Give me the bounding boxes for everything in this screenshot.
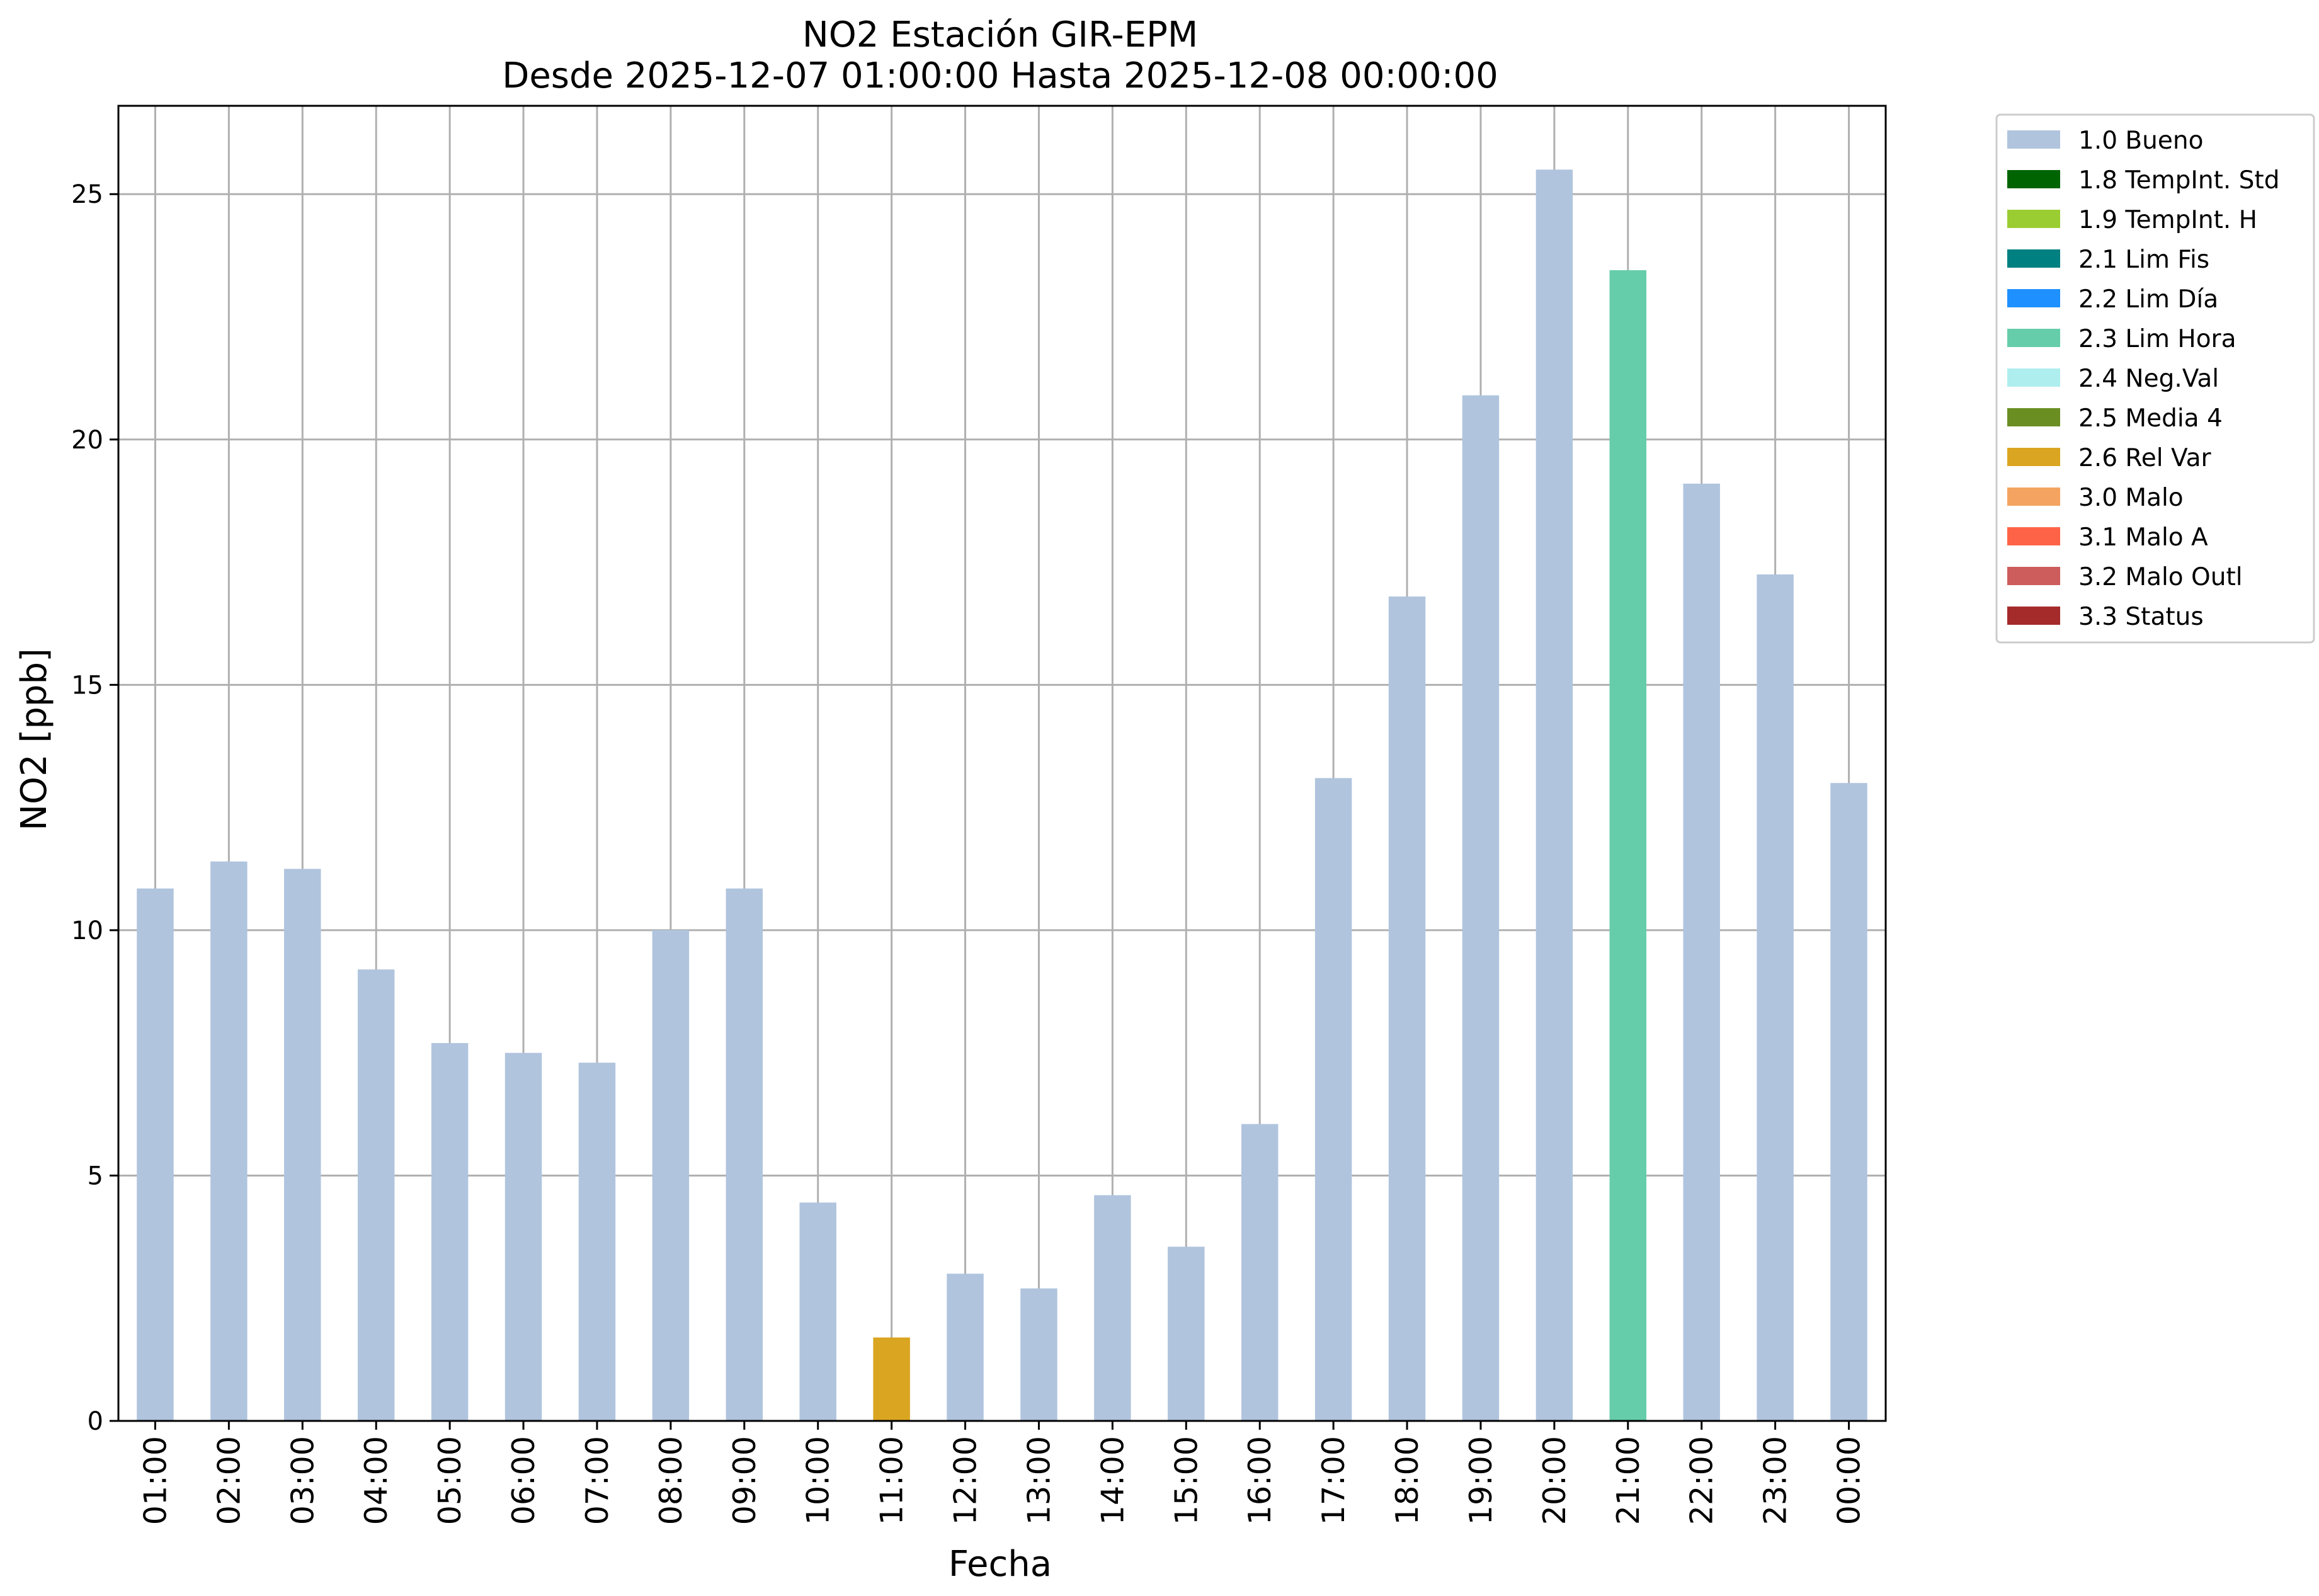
- legend-swatch: [2007, 527, 2060, 545]
- x-tick-label: 10:00: [801, 1436, 836, 1525]
- legend-swatch: [2007, 448, 2060, 466]
- legend-label: 3.3 Status: [2078, 603, 2204, 631]
- legend-label: 2.5 Media 4: [2078, 404, 2223, 433]
- bar-1700: [1314, 778, 1352, 1421]
- x-tick-label: 18:00: [1389, 1436, 1425, 1525]
- bar-1900: [1462, 395, 1500, 1421]
- legend-label: 2.3 Lim Hora: [2078, 325, 2236, 353]
- x-tick-label: 19:00: [1463, 1436, 1499, 1525]
- bar-0400: [357, 969, 395, 1421]
- x-tick-label: 05:00: [432, 1436, 468, 1525]
- bar-2200: [1683, 483, 1720, 1422]
- x-tick-label: 17:00: [1316, 1436, 1352, 1525]
- x-tick-label: 16:00: [1242, 1436, 1278, 1525]
- legend-label: 2.1 Lim Fis: [2078, 246, 2209, 274]
- x-tick-label: 08:00: [653, 1436, 689, 1525]
- legend-label: 3.0 Malo: [2078, 484, 2184, 512]
- plot-frame: [117, 105, 1887, 1422]
- x-tick-label: 07:00: [579, 1436, 615, 1525]
- chart-title: NO2 Estación GIR-EPM: [802, 14, 1198, 55]
- bar-0300: [284, 869, 321, 1421]
- bar-2300: [1757, 574, 1794, 1421]
- x-tick-label: 20:00: [1537, 1436, 1573, 1525]
- legend-swatch: [2007, 130, 2060, 149]
- bar-1800: [1388, 596, 1426, 1421]
- bar-1600: [1241, 1124, 1279, 1421]
- legend: 1.0 Bueno 1.8 TempInt. Std 1.9 TempInt. H 2…: [1995, 113, 2315, 644]
- bar-0200: [210, 861, 248, 1421]
- legend-label: 1.0 Bueno: [2078, 127, 2203, 155]
- y-tick-label: 15: [71, 671, 103, 700]
- x-tick-label: 22:00: [1684, 1436, 1720, 1525]
- legend-label: 3.1 Malo A: [2078, 523, 2208, 552]
- x-tick-label: 12:00: [948, 1436, 984, 1525]
- bar-0000: [1830, 783, 1867, 1421]
- x-tick-label: 02:00: [211, 1436, 247, 1525]
- y-tick-label: 0: [88, 1407, 103, 1436]
- x-axis-ticks: 01:00 02:00 03:00 04:00 05:00 06:00 07:00 08:00…: [137, 1421, 1867, 1525]
- legend-label: 2.4 Neg.Val: [2078, 365, 2219, 393]
- bars: [137, 169, 1867, 1422]
- bar-0500: [431, 1043, 469, 1421]
- legend-label: 3.2 Malo Outl: [2078, 563, 2243, 591]
- x-tick-label: 13:00: [1021, 1436, 1057, 1525]
- x-tick-label: 14:00: [1095, 1436, 1131, 1525]
- y-tick-label: 25: [71, 180, 103, 209]
- bar-1000: [799, 1202, 836, 1421]
- x-tick-label: 04:00: [358, 1436, 394, 1525]
- legend-label: 2.2 Lim Día: [2078, 285, 2218, 314]
- x-tick-label: 21:00: [1610, 1436, 1646, 1525]
- bar-1100: [873, 1337, 910, 1421]
- legend-label: 2.6 Rel Var: [2078, 444, 2212, 472]
- legend-swatch: [2007, 368, 2060, 387]
- y-tick-label: 20: [71, 426, 103, 455]
- bar-0700: [578, 1063, 616, 1421]
- y-axis-ticks: 0 5 10 15 20 25: [71, 180, 118, 1436]
- legend-swatch: [2007, 487, 2060, 506]
- legend-box: [1995, 113, 2315, 644]
- x-tick-label: 09:00: [727, 1436, 763, 1525]
- y-axis-label: NO2 [ppb]: [14, 648, 55, 831]
- x-tick-label: 01:00: [137, 1436, 173, 1525]
- legend-swatch: [2007, 329, 2060, 347]
- bar-1300: [1020, 1288, 1057, 1421]
- legend-swatch: [2007, 607, 2060, 625]
- y-tick-label: 10: [71, 916, 103, 945]
- legend-swatch: [2007, 567, 2060, 585]
- legend-swatch: [2007, 170, 2060, 188]
- bar-1200: [947, 1274, 984, 1421]
- bar-0100: [137, 888, 174, 1421]
- x-tick-label: 15:00: [1168, 1436, 1204, 1525]
- x-tick-label: 11:00: [874, 1436, 910, 1525]
- bar-1500: [1168, 1246, 1205, 1421]
- x-axis-label: Fecha: [949, 1544, 1052, 1585]
- x-tick-label: 00:00: [1832, 1436, 1867, 1525]
- legend-label: 1.8 TempInt. Std: [2078, 166, 2279, 195]
- legend-swatch: [2007, 289, 2060, 307]
- chart-subtitle: Desde 2025-12-07 01:00:00 Hasta 2025-12-…: [502, 55, 1498, 96]
- x-tick-label: 06:00: [506, 1436, 542, 1525]
- bar-2100: [1609, 270, 1647, 1421]
- legend-swatch: [2007, 210, 2060, 228]
- bar-0600: [504, 1052, 542, 1421]
- bar-0900: [726, 888, 763, 1421]
- legend-label: 1.9 TempInt. H: [2078, 206, 2257, 234]
- x-tick-label: 03:00: [285, 1436, 321, 1525]
- bar-2000: [1536, 169, 1573, 1421]
- y-tick-label: 5: [88, 1161, 103, 1190]
- bar-1400: [1094, 1195, 1131, 1421]
- legend-swatch: [2007, 408, 2060, 426]
- bar-0800: [652, 930, 690, 1421]
- legend-swatch: [2007, 249, 2060, 268]
- x-tick-label: 23:00: [1758, 1436, 1794, 1525]
